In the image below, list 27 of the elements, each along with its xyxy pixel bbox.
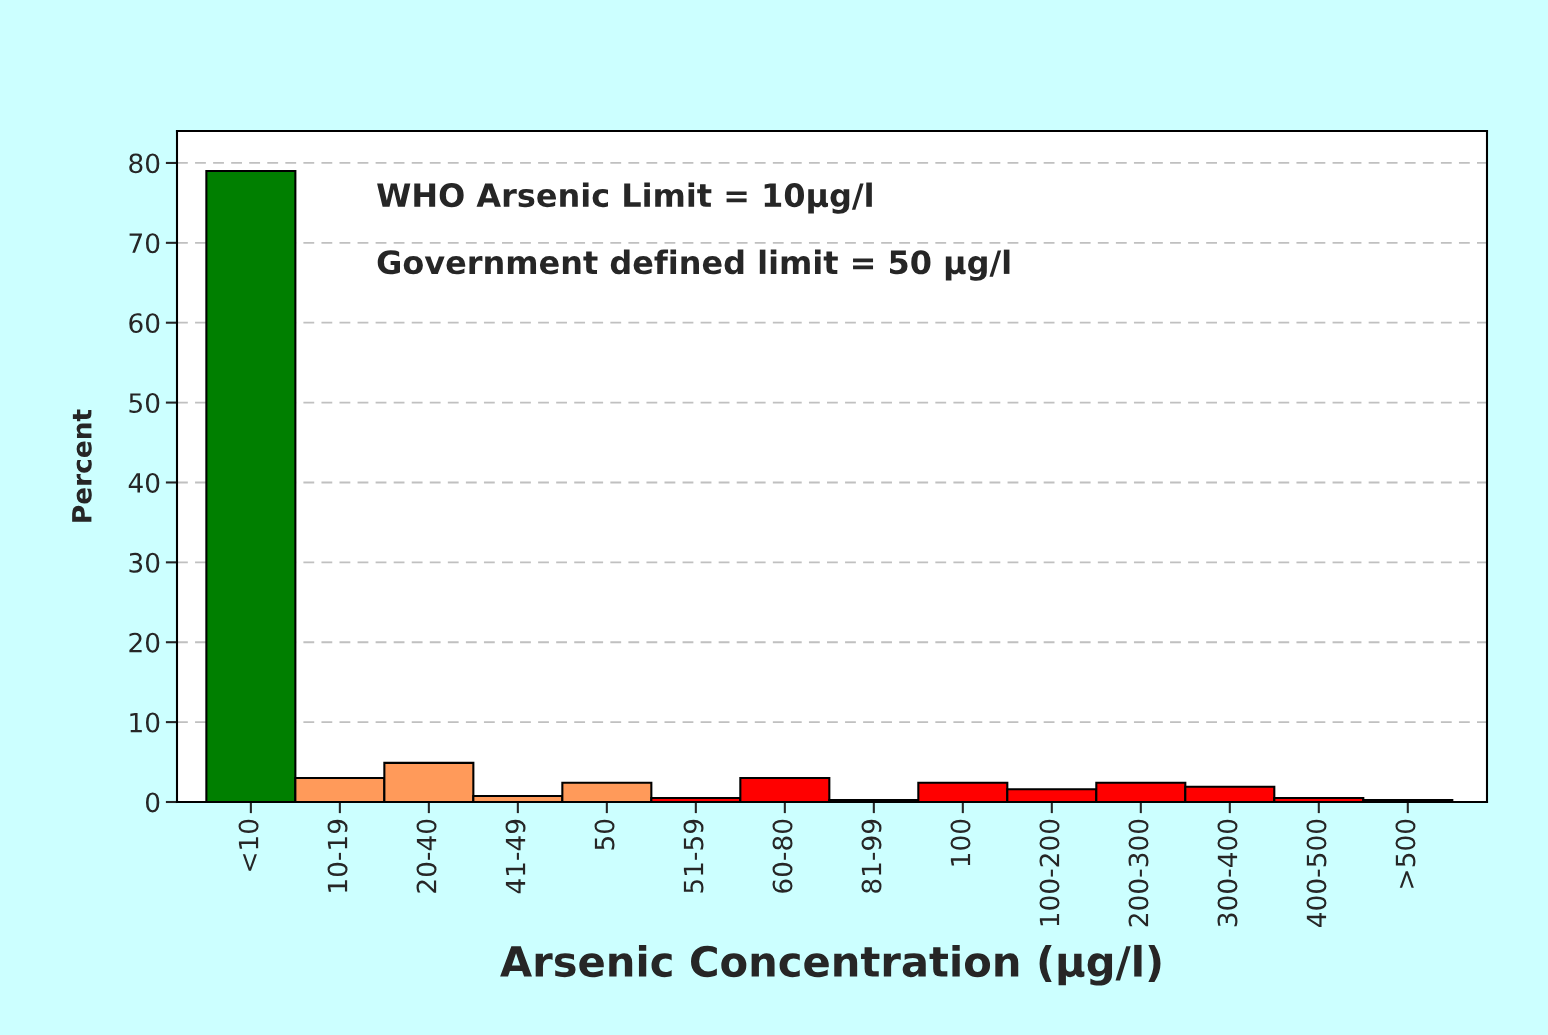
y-tick-label: 20 (129, 632, 160, 653)
x-tick-label: 60-80 (772, 819, 793, 893)
y-tick-label: 40 (128, 472, 160, 493)
x-tick-label: 10-19 (327, 819, 348, 892)
y-tick-label: 0 (145, 792, 160, 813)
x-tick-label: >500 (1395, 819, 1416, 888)
x-tick-label: 100-200 (1039, 819, 1060, 926)
y-axis-title: Percent (72, 409, 92, 522)
y-tick-label: 50 (129, 393, 160, 413)
x-tick-label: 41-49 (505, 819, 526, 894)
y-tick-label: 80 (129, 153, 160, 174)
x-tick-label: 81-99 (861, 819, 882, 893)
x-tick-label: 100 (950, 819, 971, 866)
y-tick-label: 30 (129, 552, 160, 573)
x-tick-label: <10 (238, 819, 259, 871)
x-tick-label: 400-500 (1306, 819, 1327, 927)
annotation: WHO Arsenic Limit = 10µg/l (377, 182, 872, 214)
annotation: Government defined limit = 50 µg/l (377, 249, 1010, 281)
y-tick-label: 10 (130, 712, 160, 733)
x-tick-label: 200-300 (1128, 819, 1149, 927)
x-tick-label: 51-59 (683, 819, 704, 893)
x-tick-label: 50 (594, 819, 615, 850)
y-tick-label: 60 (129, 313, 160, 334)
x-tick-label: 300-400 (1217, 819, 1238, 927)
x-tick-label: 20-40 (416, 819, 437, 893)
y-tick-label: 70 (129, 233, 160, 254)
x-axis-title: Arsenic Concentration (µg/l) (500, 944, 1161, 986)
